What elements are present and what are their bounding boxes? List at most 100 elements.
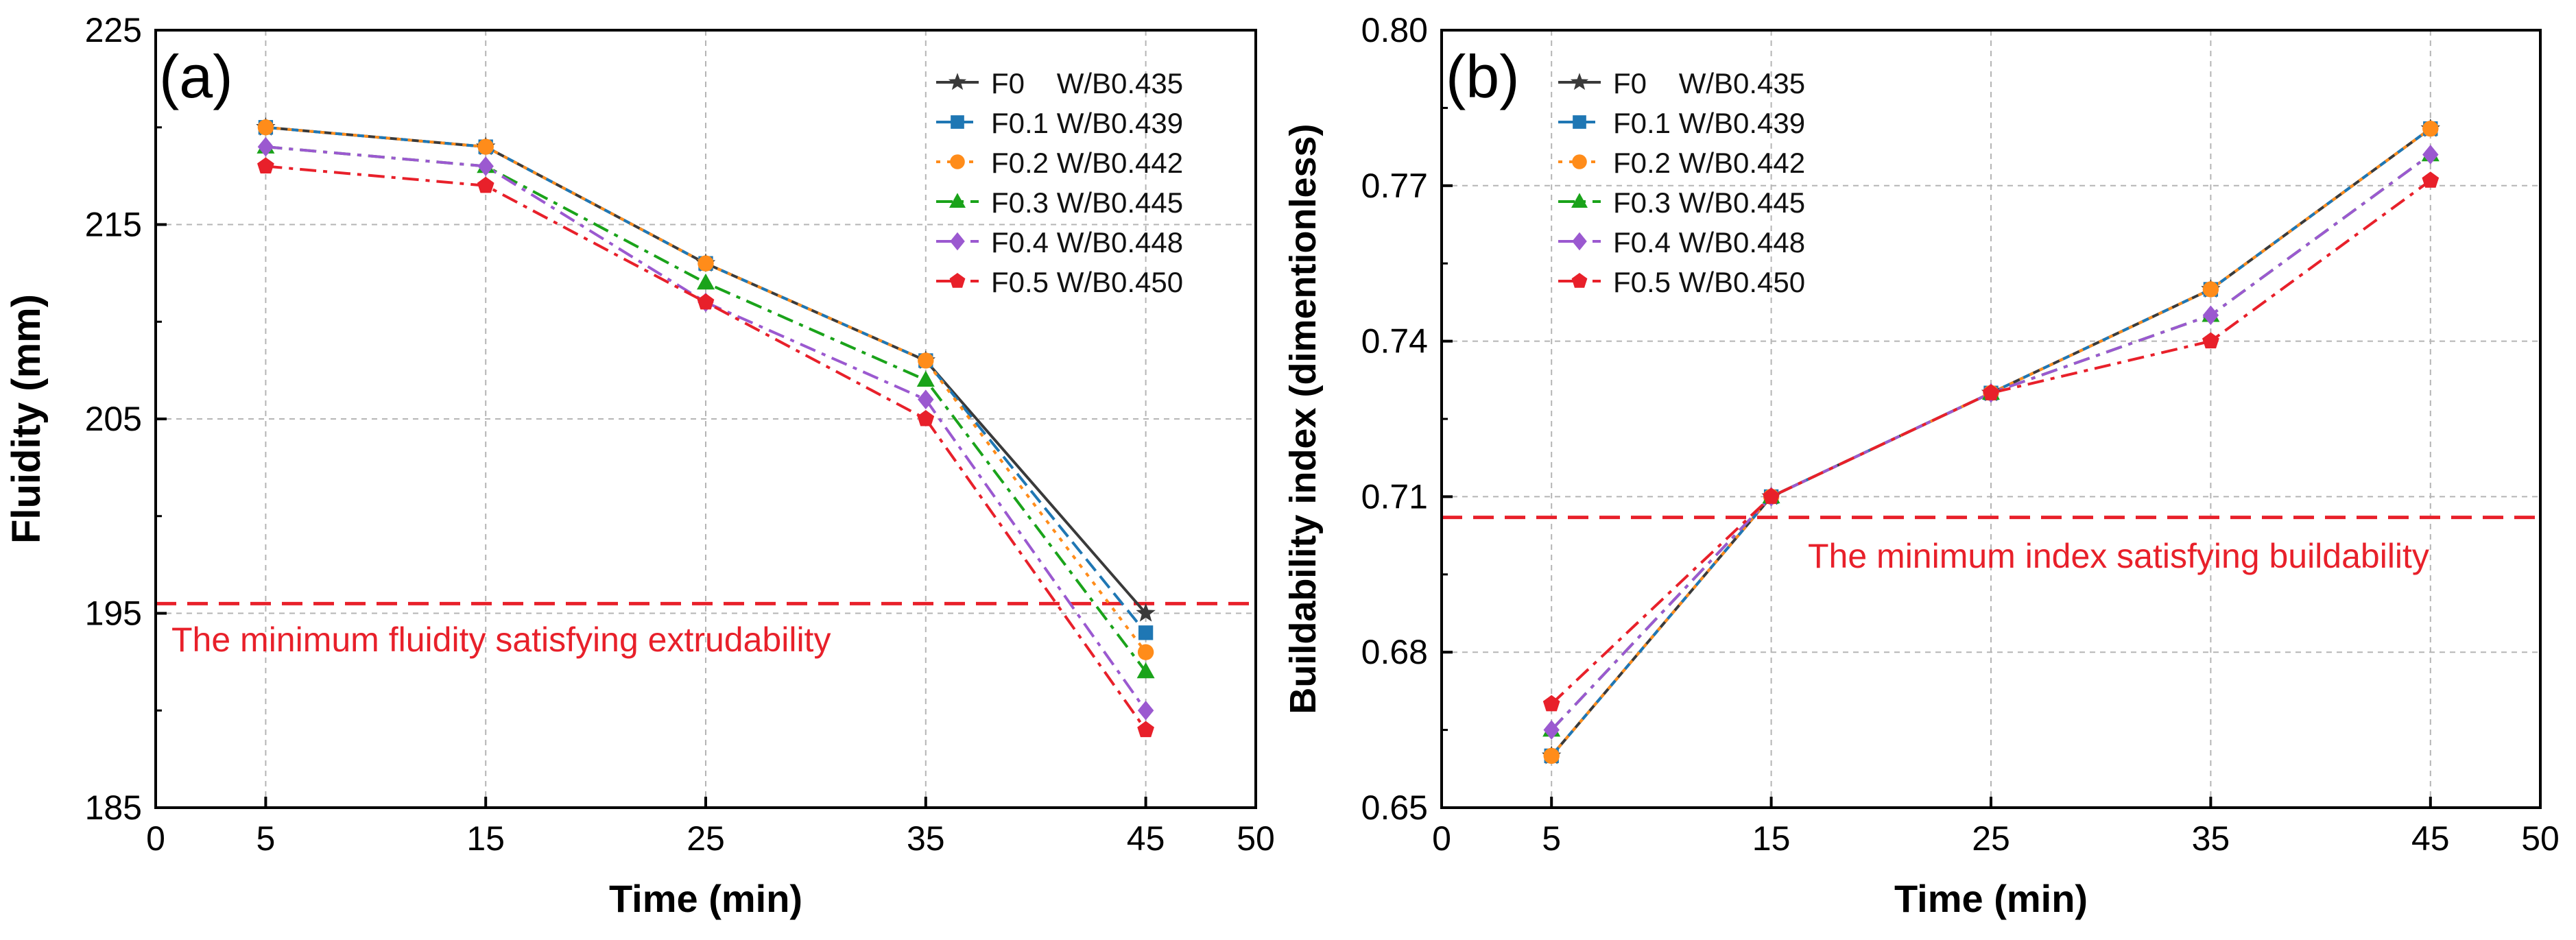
legend-label: F0.4 W/B0.448 xyxy=(991,226,1183,258)
legend-label: F0.1 W/B0.439 xyxy=(991,107,1183,139)
series-line-4 xyxy=(265,145,1147,712)
data-point-s2-p1 xyxy=(477,138,494,155)
chart-panel-b: The minimum index satisfying buildabilit… xyxy=(1283,11,2560,920)
x-tick-label: 25 xyxy=(1972,819,2010,858)
legend-label: F0 W/B0.435 xyxy=(1613,67,1805,99)
y-tick-label: 185 xyxy=(85,788,142,827)
data-point-s2-p0 xyxy=(1543,747,1560,764)
legend-entry-5: F0.5 W/B0.450 xyxy=(1558,266,1805,298)
x-tick-label: 50 xyxy=(2521,819,2560,858)
x-tick-label: 45 xyxy=(1127,819,1165,858)
legend: F0 W/B0.435 F0.1 W/B0.439 F0.2 W/B0.442 F0.… xyxy=(936,67,1183,298)
data-point-s5-p4 xyxy=(2422,171,2440,188)
y-tick-label: 195 xyxy=(85,594,142,633)
x-axis-title: Time (min) xyxy=(609,877,802,920)
legend-marker xyxy=(951,115,964,129)
data-point-s4-p1 xyxy=(477,156,494,176)
y-tick-label: 0.71 xyxy=(1361,477,1428,516)
threshold-label: The minimum index satisfying buildabilit… xyxy=(1808,537,2429,575)
x-axis-title: Time (min) xyxy=(1894,877,2088,920)
data-point-s2-p4 xyxy=(1137,644,1154,660)
y-axis-title: Fluidity (mm) xyxy=(4,294,49,544)
legend-label: F0.1 W/B0.439 xyxy=(1613,107,1805,139)
data-point-s5-p3 xyxy=(917,410,935,426)
legend-marker xyxy=(949,273,966,288)
y-axis-title: Buildability index (dimentionless) xyxy=(1283,123,1324,714)
legend-marker xyxy=(1571,193,1588,208)
data-point-s2-p3 xyxy=(2202,281,2219,298)
data-point-s2-p2 xyxy=(697,255,714,272)
y-tick-label: 0.77 xyxy=(1361,167,1428,205)
data-point-s1-p4 xyxy=(1138,625,1154,640)
data-point-s5-p2 xyxy=(1982,384,2000,400)
legend-label: F0.5 W/B0.450 xyxy=(1613,266,1805,298)
x-tick-label: 0 xyxy=(146,819,165,858)
legend-entry-4: F0.4 W/B0.448 xyxy=(936,226,1183,258)
x-tick-label: 35 xyxy=(907,819,945,858)
legend-entry-3: F0.3 W/B0.445 xyxy=(1558,186,1805,219)
legend-label: F0.5 W/B0.450 xyxy=(991,266,1183,298)
legend-marker xyxy=(1572,154,1587,169)
y-tick-label: 205 xyxy=(85,400,142,438)
legend-entry-2: F0.2 W/B0.442 xyxy=(1558,147,1805,179)
chart-panel-a: The minimum fluidity satisfying extrudab… xyxy=(4,11,1275,920)
data-point-s2-p4 xyxy=(2422,120,2439,137)
data-point-s4-p0 xyxy=(1543,720,1560,740)
legend-label: F0.2 W/B0.442 xyxy=(1613,147,1805,179)
legend-entry-5: F0.5 W/B0.450 xyxy=(936,266,1183,298)
legend-label: F0.2 W/B0.442 xyxy=(991,147,1183,179)
legend-entry-3: F0.3 W/B0.445 xyxy=(936,186,1183,219)
data-point-s5-p4 xyxy=(1137,721,1154,738)
data-point-s3-p2 xyxy=(697,273,715,290)
legend-marker xyxy=(1571,273,1588,288)
x-tick-label: 15 xyxy=(1752,819,1791,858)
data-point-s5-p1 xyxy=(1763,487,1780,504)
x-tick-label: 0 xyxy=(1432,819,1451,858)
x-tick-label: 45 xyxy=(2411,819,2450,858)
panel-label: (b) xyxy=(1446,43,1520,110)
data-point-s3-p3 xyxy=(916,370,935,387)
panel-label: (a) xyxy=(159,43,233,110)
x-tick-label: 5 xyxy=(256,819,275,858)
legend-label: F0.3 W/B0.445 xyxy=(991,186,1183,219)
data-point-s4-p4 xyxy=(1137,700,1154,721)
series-line-5 xyxy=(1550,179,2431,706)
data-point-s2-p3 xyxy=(918,352,934,369)
y-tick-label: 0.74 xyxy=(1361,322,1428,361)
legend-marker xyxy=(950,232,965,251)
data-point-s5-p2 xyxy=(697,293,715,310)
series-line-3 xyxy=(265,145,1147,673)
legend-entry-4: F0.4 W/B0.448 xyxy=(1558,226,1805,258)
legend-label: F0 W/B0.435 xyxy=(991,67,1183,99)
data-point-s4-p3 xyxy=(2202,305,2219,326)
legend-marker xyxy=(1570,73,1589,91)
data-point-s5-p1 xyxy=(477,176,494,193)
data-point-s4-p4 xyxy=(2422,145,2439,165)
legend-entry-0: F0 W/B0.435 xyxy=(936,67,1183,99)
y-tick-label: 225 xyxy=(85,11,142,49)
threshold-label: The minimum fluidity satisfying extrudab… xyxy=(171,620,831,659)
legend-label: F0.3 W/B0.445 xyxy=(1613,186,1805,219)
x-tick-label: 25 xyxy=(687,819,725,858)
legend-label: F0.4 W/B0.448 xyxy=(1613,226,1805,258)
data-point-s5-p0 xyxy=(1542,695,1560,712)
y-tick-label: 0.65 xyxy=(1361,788,1428,827)
legend-entry-2: F0.2 W/B0.442 xyxy=(936,147,1183,179)
y-tick-label: 0.80 xyxy=(1361,11,1428,49)
legend-entry-1: F0.1 W/B0.439 xyxy=(1558,107,1805,139)
legend-entry-0: F0 W/B0.435 xyxy=(1558,67,1805,99)
y-tick-label: 0.68 xyxy=(1361,633,1428,671)
legend-marker xyxy=(949,193,966,208)
data-point-s4-p3 xyxy=(918,389,934,409)
x-tick-label: 15 xyxy=(466,819,505,858)
data-point-s2-p0 xyxy=(257,119,274,136)
legend-marker xyxy=(1573,115,1586,129)
data-point-s4-p0 xyxy=(257,136,274,157)
legend-marker xyxy=(1572,232,1587,251)
data-point-s3-p4 xyxy=(1136,662,1155,679)
x-tick-label: 50 xyxy=(1237,819,1275,858)
data-point-s0-p4 xyxy=(1136,603,1156,622)
legend-marker xyxy=(948,73,967,91)
